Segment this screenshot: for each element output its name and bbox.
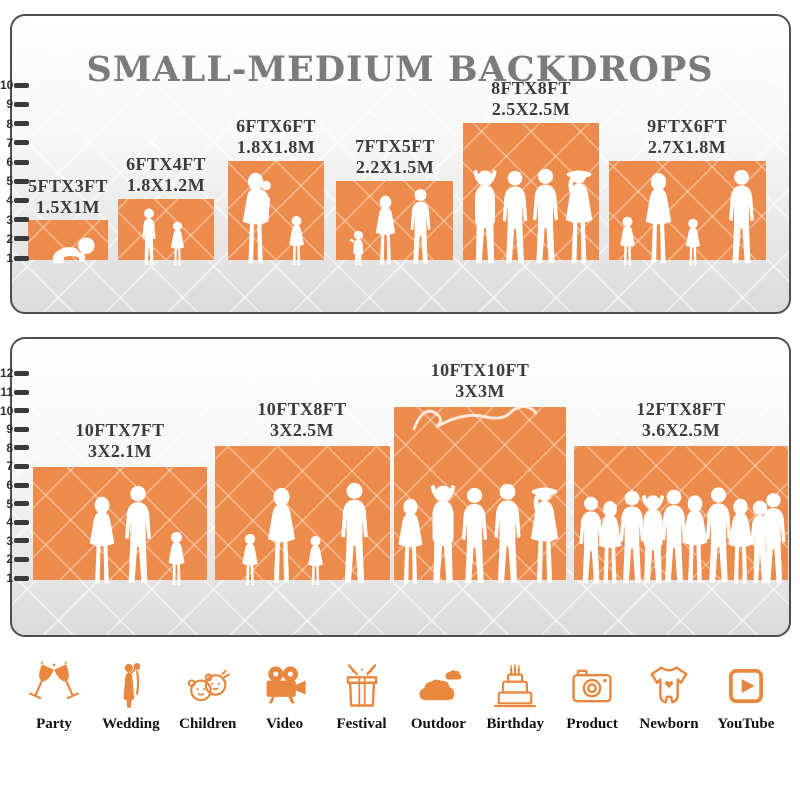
silhouette-girl [308,536,323,586]
silhouette-woman [89,496,115,584]
backdrop-label-10x7: 10FTX7FT 3X2.1M [75,420,165,461]
backdrop-9x6 [609,161,766,266]
silhouette-man [494,483,521,583]
silhouette-girl [168,531,185,586]
silhouette-woman [398,498,423,584]
silhouette-man-arms-up [641,494,665,584]
children-icon [187,669,230,702]
decorative-script [412,405,538,431]
youtube-icon [728,668,763,704]
backdrop-10x10 [394,405,566,584]
page-title: SMALL-MEDIUM BACKDROPS [86,49,714,91]
category-video: Video [249,660,321,733]
category-label-outdoor: Outdoor [410,716,466,732]
backdrop-10x7 [33,467,207,586]
silhouette-woman [268,487,295,583]
category-label-party: Party [36,716,72,732]
silhouette-man-arms-up [473,169,497,263]
video-icon [266,666,306,704]
silhouette-mother-holding-baby [242,172,271,264]
product-icon [572,669,612,703]
silhouette-woman [682,495,708,583]
silhouette-man [461,487,488,583]
category-wedding: Wedding [95,660,167,733]
backdrop-label-6x6: 6FTX6FT 1.8X1.8M [236,116,316,157]
category-product: Product [556,660,628,733]
silhouette-man [125,485,151,583]
silhouette-woman-with-hat [565,170,593,264]
backdrop-label-5x3: 5FTX3FT 1.5X1M [28,176,108,217]
silhouette-man [729,169,754,264]
category-party: Party [18,660,90,733]
backdrop-6x4 [118,199,214,266]
silhouette-man [502,170,528,264]
category-youtube: YouTube [710,660,782,733]
category-outdoor: Outdoor [402,660,474,733]
backdrop-label-6x4: 6FTX4FT 1.8X1.2M [126,154,206,195]
category-label-festival: Festival [336,716,387,732]
silhouette-woman [645,173,672,263]
wedding-icon [123,663,141,708]
backdrop-label-7x5: 7FTX5FT 2.2X1.5M [355,136,435,177]
category-label-youtube: YouTube [717,716,775,732]
category-children: Children [172,660,244,733]
silhouette-crawling-baby [52,237,95,264]
newborn-icon [650,666,688,704]
category-label-newborn: Newborn [639,716,699,732]
party-icon [29,661,79,700]
silhouette-man-arms-up [430,484,456,583]
silhouette-man [410,189,431,264]
silhouette-toddler [349,230,364,266]
category-label-birthday: Birthday [486,716,544,732]
backdrop-label-12x8: 12FTX8FT 3.6X2.5M [636,399,726,440]
silhouette-man [579,496,603,584]
festival-icon [346,664,377,707]
silhouette-girl [170,221,185,266]
silhouette-man [341,482,368,583]
backdrop-label-9x6: 9FTX6FT 2.7X1.8M [647,116,727,157]
category-birthday: Birthday [479,660,551,733]
silhouette-man [619,490,645,584]
backdrop-8x8 [463,123,599,264]
category-label-wedding: Wedding [102,716,160,732]
silhouette-man [661,489,687,583]
silhouette-girl [242,533,258,586]
category-festival: Festival [326,660,398,733]
backdrop-12x8 [574,446,788,584]
silhouette-boy [142,208,156,265]
birthday-icon [494,664,537,708]
silhouette-girl [289,216,304,266]
category-label-product: Product [566,716,618,732]
backdrop-7x5 [336,181,453,266]
silhouette-girl [686,218,700,266]
category-label-video: Video [266,716,304,732]
outdoor-icon [419,670,462,701]
silhouette-girl [620,216,635,266]
silhouette-woman [375,195,396,265]
backdrop-label-10x8: 10FTX8FT 3X2.5M [257,399,347,440]
backdrop-label-10x10: 10FTX10FT 3X3M [430,360,530,401]
backdrop-label-8x8: 8FTX8FT 2.5X2.5M [491,78,571,119]
silhouette-woman-with-hat [530,487,559,583]
category-row: Party Wedding [0,660,800,733]
silhouette-woman [728,498,753,584]
silhouette-man [533,168,558,263]
category-label-children: Children [179,716,237,732]
category-newborn: Newborn [633,660,705,733]
backdrop-10x8 [215,446,390,586]
backdrop-6x6 [228,161,324,266]
silhouette-man [705,487,732,583]
backdrop-5x3 [28,220,108,264]
silhouette-woman [598,501,622,584]
